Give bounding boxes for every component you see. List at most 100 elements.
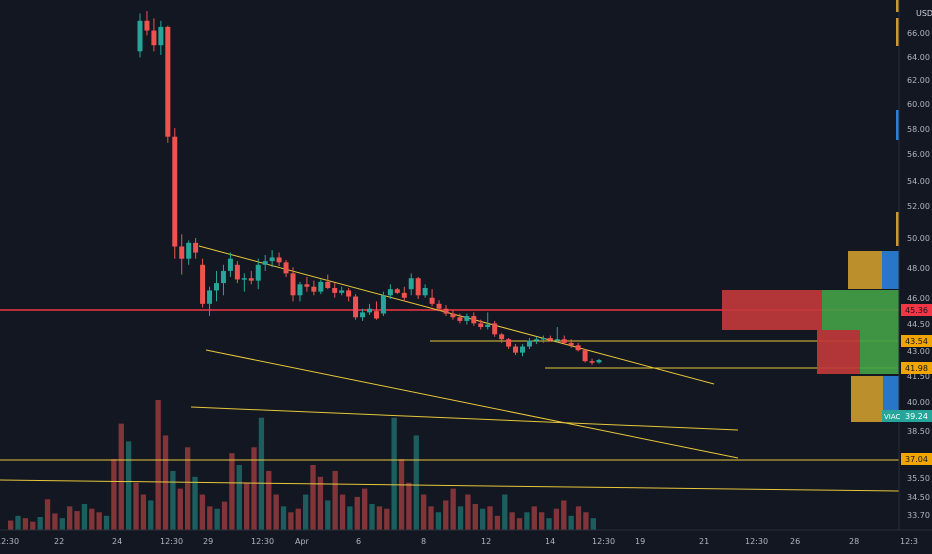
- candle-body: [234, 264, 240, 280]
- volume-bar: [280, 506, 287, 530]
- trend-line: [190, 406, 739, 431]
- trend-line: [198, 245, 715, 385]
- candle-body: [380, 295, 386, 314]
- x-tick-label: 22: [54, 537, 64, 546]
- volume-bar: [561, 500, 567, 530]
- candle-body: [186, 242, 192, 259]
- candle-body: [346, 290, 352, 297]
- volume-bar: [369, 504, 375, 530]
- volume-bar: [303, 494, 309, 530]
- volume-bar: [443, 500, 449, 530]
- x-tick-label: 14: [545, 537, 555, 546]
- x-tick-label: 12:30: [251, 537, 274, 546]
- x-tick-label: 12:30: [160, 537, 183, 546]
- price-label-box: [901, 453, 932, 465]
- volume-bar: [126, 441, 132, 530]
- volume-bar: [288, 512, 294, 530]
- candle-body: [311, 286, 317, 292]
- candle-body: [297, 284, 303, 296]
- y-tick-label: 43.00: [907, 347, 930, 356]
- y-tick-label: 33.70: [907, 511, 930, 520]
- volume-bar: [295, 508, 301, 530]
- price-axis[interactable]: USD 66.00 64.00 62.00 60.00 58.00 56.00 54.00 5…: [898, 0, 932, 530]
- volume-bar: [89, 508, 95, 530]
- candle-body: [575, 345, 581, 351]
- volume-bar: [450, 488, 456, 530]
- price-label-text: 41.98: [905, 364, 928, 373]
- volume-bar: [516, 518, 523, 530]
- y-tick-label: 60.00: [907, 100, 930, 109]
- candle-body: [373, 311, 379, 319]
- volume-profile-bar: [860, 330, 899, 374]
- volume-bar: [140, 494, 147, 530]
- volume-bar: [325, 500, 331, 530]
- candle-body: [513, 346, 519, 353]
- volume-bar: [310, 465, 316, 530]
- trend-line: [0, 479, 900, 492]
- edge-bar: [896, 212, 899, 246]
- x-tick-label: 12:30: [0, 537, 19, 546]
- x-tick-label: 8: [421, 537, 426, 546]
- y-tick-label: 62.00: [907, 76, 930, 85]
- y-tick-label: 46.00: [907, 294, 930, 303]
- x-tick-label: 24: [112, 537, 122, 546]
- last-price-box: [901, 410, 932, 422]
- currency-label: USD: [916, 9, 932, 18]
- volume-bar: [347, 506, 353, 530]
- y-tick-label: 41.50: [907, 372, 930, 381]
- volume-bar: [244, 482, 250, 530]
- candle-body: [387, 289, 393, 296]
- volume-profile-bar: [822, 290, 899, 330]
- price-label-box: [901, 362, 932, 374]
- volume-bar: [207, 506, 213, 530]
- volume-bar: [133, 482, 139, 530]
- candle-body: [283, 262, 289, 274]
- volume-bar: [118, 423, 124, 530]
- volume-bar: [509, 512, 515, 530]
- edge-bar: [896, 18, 899, 46]
- x-tick-label: Apr: [295, 537, 310, 546]
- y-tick-label: 44.50: [907, 320, 930, 329]
- last-price-label: 39.24: [905, 412, 928, 421]
- volume-bar: [192, 476, 198, 530]
- candle-body: [568, 342, 574, 346]
- candle-body: [540, 338, 546, 340]
- y-tick-label: 35.50: [907, 474, 930, 483]
- candle-body: [353, 296, 359, 318]
- volume-bar: [524, 512, 530, 530]
- volume-bar: [103, 515, 110, 530]
- volume-profile-bar: [851, 376, 883, 422]
- candle-body: [478, 323, 484, 328]
- candle-body: [360, 312, 366, 318]
- candle-body: [547, 338, 553, 341]
- volume-profile-bar: [817, 330, 860, 374]
- volume-bar: [332, 470, 338, 530]
- price-label-text: 37.04: [905, 455, 928, 464]
- volume-bar: [465, 494, 471, 530]
- volume-bar: [494, 515, 501, 530]
- y-tick-label: 52.00: [907, 202, 930, 211]
- edge-bar: [896, 0, 899, 12]
- volume-bar: [214, 508, 220, 530]
- y-tick-label: 40.00: [907, 398, 930, 407]
- candle-body: [471, 316, 477, 324]
- x-tick-label: 12: [481, 537, 491, 546]
- volume-bar: [362, 488, 368, 530]
- volume-profile: [722, 0, 899, 422]
- x-tick-label: 12:30: [592, 537, 615, 546]
- price-label-text: 43.54: [905, 337, 928, 346]
- volume-bar: [435, 512, 442, 530]
- volume-bar: [391, 417, 397, 530]
- volume-bar: [502, 494, 508, 530]
- volume-bar: [428, 506, 434, 530]
- price-label-box: [901, 335, 932, 347]
- volume-bar: [583, 512, 589, 530]
- candle-body: [450, 313, 456, 318]
- time-axis[interactable]: 12:30 22 24 12:30 29 12:30 Apr 6 8 12 14 12:30 19 21 1…: [0, 529, 932, 546]
- candle-body: [464, 316, 470, 321]
- candle-body: [436, 303, 442, 309]
- candle-body: [290, 273, 296, 296]
- volume-profile-bar: [848, 251, 882, 289]
